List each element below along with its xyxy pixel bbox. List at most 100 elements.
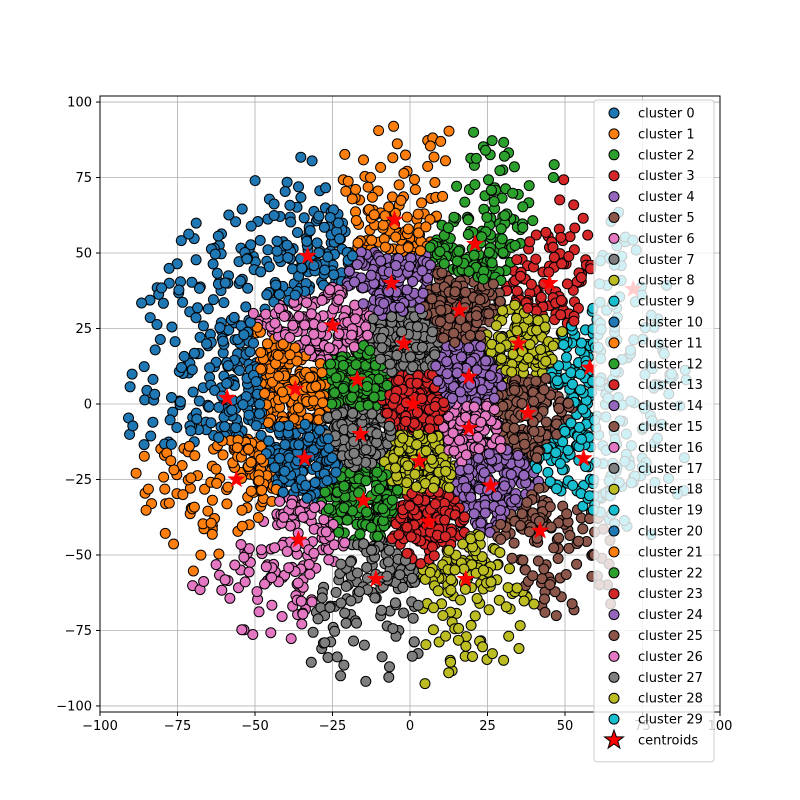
data-point <box>391 138 403 150</box>
data-point <box>463 342 475 354</box>
data-point <box>313 247 325 259</box>
data-point <box>149 388 161 400</box>
data-point <box>401 521 413 533</box>
data-point <box>261 289 273 301</box>
data-point <box>522 352 534 364</box>
data-point <box>342 175 354 187</box>
data-point <box>515 270 526 282</box>
data-point <box>516 508 528 520</box>
data-point <box>561 278 573 290</box>
data-point <box>493 594 505 606</box>
data-point <box>415 558 427 570</box>
data-point <box>211 267 223 279</box>
data-point <box>190 254 202 266</box>
data-point <box>269 317 281 329</box>
data-point <box>565 367 577 379</box>
data-point <box>538 563 550 575</box>
data-point <box>318 514 330 526</box>
data-point <box>465 619 477 631</box>
data-point <box>323 503 335 515</box>
data-point <box>401 477 413 489</box>
data-point <box>164 414 176 426</box>
data-point <box>326 452 338 464</box>
data-point <box>524 236 536 248</box>
data-point <box>159 483 171 495</box>
data-point <box>144 312 156 324</box>
data-point <box>393 529 405 541</box>
data-point <box>338 659 350 671</box>
data-point <box>217 335 229 347</box>
data-point <box>554 458 566 469</box>
data-point <box>516 398 528 409</box>
data-point <box>507 348 519 360</box>
data-point <box>375 353 386 365</box>
data-point <box>138 439 150 451</box>
data-point <box>510 312 522 324</box>
data-point <box>495 223 507 235</box>
data-point <box>443 544 455 556</box>
data-point <box>547 172 559 183</box>
data-point <box>445 656 457 668</box>
data-point <box>301 297 313 309</box>
data-point <box>362 181 374 193</box>
data-point <box>440 630 452 642</box>
data-point <box>284 332 296 343</box>
data-point <box>443 667 455 679</box>
data-point <box>139 394 151 406</box>
data-point <box>563 542 575 554</box>
data-point <box>561 508 573 520</box>
data-point <box>255 347 267 358</box>
data-point <box>424 140 436 152</box>
data-point <box>173 284 185 296</box>
data-point <box>279 465 291 477</box>
data-point <box>460 449 472 461</box>
data-point <box>386 494 398 506</box>
data-point <box>193 395 205 407</box>
data-point <box>402 223 414 235</box>
data-point <box>338 480 350 492</box>
data-point <box>190 217 202 229</box>
data-point <box>412 599 424 611</box>
data-point <box>312 613 324 625</box>
data-point <box>375 255 387 267</box>
data-point <box>535 344 547 355</box>
data-point <box>577 500 589 512</box>
data-point <box>213 548 225 560</box>
data-point <box>388 120 400 132</box>
data-point <box>169 336 181 348</box>
data-point <box>209 248 221 260</box>
data-point <box>373 373 385 385</box>
data-point <box>483 448 495 460</box>
data-point <box>494 165 506 177</box>
data-point <box>409 468 421 480</box>
data-point <box>509 384 521 396</box>
data-point <box>387 152 399 164</box>
data-point <box>255 440 267 452</box>
data-point <box>486 648 498 660</box>
data-point <box>556 258 568 270</box>
data-point <box>358 154 369 166</box>
data-point <box>429 401 441 412</box>
data-point <box>553 532 565 544</box>
data-point <box>265 627 277 639</box>
data-point <box>420 639 432 651</box>
data-point <box>479 507 491 519</box>
data-point <box>306 155 318 167</box>
data-point <box>383 671 395 683</box>
data-point <box>361 381 373 392</box>
data-point <box>350 183 362 195</box>
data-point <box>440 155 451 167</box>
data-point <box>460 482 472 494</box>
data-point <box>393 374 405 386</box>
data-point <box>325 358 336 370</box>
data-point <box>296 262 308 274</box>
data-point <box>126 368 138 380</box>
data-point <box>268 198 280 210</box>
data-point <box>519 438 531 450</box>
data-point <box>293 181 304 193</box>
data-point <box>428 550 440 562</box>
data-point <box>282 252 294 264</box>
data-point <box>424 566 436 578</box>
data-point <box>462 214 474 226</box>
data-point <box>488 195 500 207</box>
